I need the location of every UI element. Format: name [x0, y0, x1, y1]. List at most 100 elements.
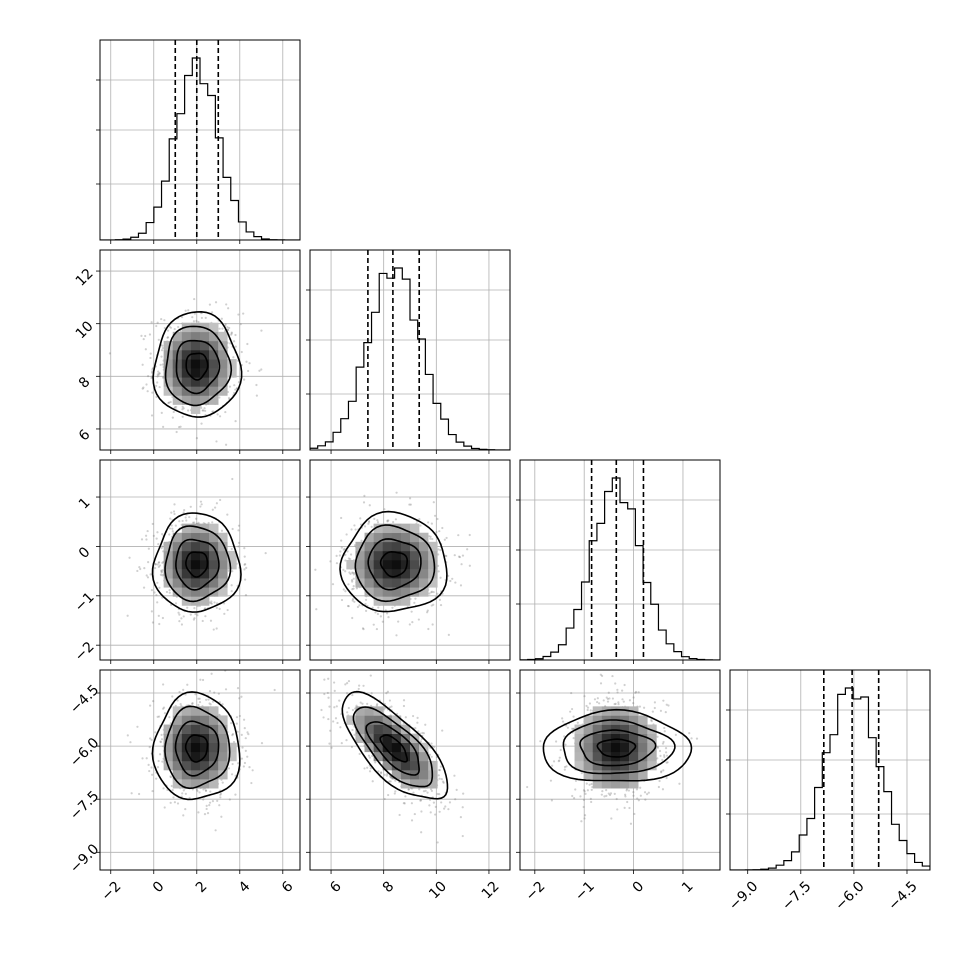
sample-point: [660, 771, 663, 774]
sample-point: [157, 338, 160, 341]
density-cell: [592, 751, 603, 762]
sample-point: [208, 702, 211, 705]
sample-point: [439, 576, 442, 579]
sample-point: [230, 331, 233, 334]
sample-point: [243, 547, 246, 550]
sample-point: [193, 617, 196, 620]
density-cell: [181, 779, 192, 789]
sample-point: [468, 533, 471, 537]
sample-point: [355, 587, 359, 590]
panel-content: [100, 40, 300, 240]
sample-point: [387, 793, 390, 797]
sample-point: [596, 700, 599, 704]
density-cell: [172, 770, 183, 780]
sample-point: [273, 688, 276, 692]
density-cell: [629, 760, 639, 771]
sample-point: [157, 715, 161, 718]
sample-point: [171, 789, 174, 792]
x-tick-label: −4.5: [885, 878, 920, 913]
density-cell: [382, 532, 393, 543]
sample-point: [160, 547, 163, 550]
sample-point: [214, 506, 217, 509]
sample-point: [377, 770, 380, 773]
density-cell: [410, 532, 420, 543]
sample-point: [179, 425, 182, 428]
sample-point: [231, 762, 234, 766]
panel-frame: [519, 459, 721, 661]
sample-point: [205, 698, 208, 701]
sample-point: [150, 376, 153, 380]
density-cell: [190, 779, 201, 789]
sample-point: [453, 774, 456, 777]
sample-point: [596, 697, 599, 700]
density-cell: [181, 541, 192, 552]
sample-point: [209, 790, 212, 793]
sample-point: [433, 514, 437, 517]
sample-point: [228, 326, 231, 330]
sample-point: [150, 738, 153, 741]
sample-point: [195, 319, 198, 323]
density-cell: [163, 368, 174, 378]
sample-point: [448, 801, 452, 804]
sample-point: [315, 667, 317, 669]
sample-point: [656, 757, 659, 760]
density-cell: [172, 587, 183, 597]
sample-point: [151, 773, 154, 776]
sample-point: [211, 700, 215, 703]
panel-content: [730, 670, 930, 870]
density-cell: [218, 386, 228, 396]
sample-point: [408, 503, 411, 506]
density-cell: [227, 751, 237, 762]
sample-point: [209, 602, 212, 605]
sample-point: [193, 297, 196, 301]
sample-point: [402, 699, 406, 702]
sample-point: [197, 521, 200, 524]
sample-point: [219, 793, 222, 796]
sample-point: [211, 508, 214, 511]
density-cell: [190, 322, 201, 333]
panel-frame: [309, 459, 511, 661]
density-cell: [419, 587, 429, 597]
sample-point: [242, 765, 245, 768]
histogram-step: [310, 267, 510, 450]
sample-point: [661, 758, 664, 761]
density-cell: [218, 733, 228, 744]
density-cell: [638, 724, 648, 734]
sample-point: [600, 674, 604, 677]
sample-point: [417, 730, 420, 733]
sample-point: [650, 719, 653, 723]
density-cell: [172, 541, 183, 552]
sample-point: [376, 519, 379, 522]
sample-point: [243, 761, 247, 765]
density-cell: [382, 751, 393, 762]
sample-point: [353, 733, 356, 736]
density-cell: [364, 532, 374, 543]
density-cell: [190, 715, 201, 725]
density-cell: [200, 523, 210, 534]
sample-point: [347, 557, 350, 560]
sample-point: [232, 340, 236, 343]
sample-point: [171, 416, 174, 419]
sample-point: [347, 706, 350, 710]
sample-point: [322, 716, 325, 719]
sample-point: [333, 689, 336, 692]
density-cell: [218, 569, 228, 579]
density-cell: [190, 350, 201, 360]
sample-point: [690, 737, 693, 740]
sample-point: [345, 533, 348, 536]
sample-point: [144, 334, 147, 338]
sample-point: [661, 742, 665, 745]
density-cell: [647, 724, 657, 734]
sample-point: [214, 829, 217, 832]
sample-point: [218, 804, 221, 807]
sample-point: [237, 545, 240, 548]
sample-point: [323, 678, 326, 681]
sample-point: [170, 524, 173, 527]
sample-point: [157, 374, 160, 377]
sample-point: [169, 776, 173, 779]
sample-point: [468, 564, 471, 567]
density-cell: [620, 779, 630, 789]
sample-point: [187, 309, 190, 312]
contour-line: [379, 734, 409, 763]
panel-2-1: [306, 459, 511, 664]
